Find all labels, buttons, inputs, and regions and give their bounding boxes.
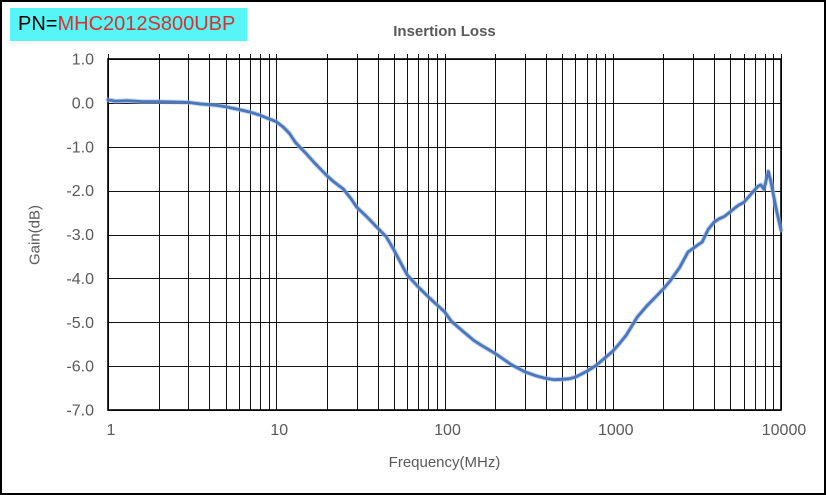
y-tick-label: -1.0 [66, 139, 94, 156]
x-tick-label: 10000 [762, 422, 807, 439]
x-tick-label: 1000 [598, 422, 634, 439]
x-tick-label: 10 [270, 422, 288, 439]
x-tick-label: 1 [107, 422, 116, 439]
pn-part-number: MHC2012S800UBP [57, 13, 236, 35]
y-tick-label: -4.0 [66, 271, 94, 288]
y-tick-label: -3.0 [66, 227, 94, 244]
x-tick-label: 100 [434, 422, 461, 439]
y-tick-label: -2.0 [66, 183, 94, 200]
chart-title: Insertion Loss [393, 23, 496, 40]
y-tick-label: 0.0 [72, 95, 94, 112]
pn-prefix: PN= [18, 13, 58, 35]
series-insertion-loss [106, 98, 783, 382]
y-axis-title: Gain(dB) [26, 204, 44, 266]
series-halo [105, 97, 784, 383]
y-tick-label: -7.0 [66, 403, 94, 420]
y-tick-label: -5.0 [66, 315, 94, 332]
y-tick-label: 1.0 [72, 52, 94, 69]
plot-border [107, 58, 782, 411]
y-tick-label: -6.0 [66, 359, 94, 376]
x-axis-title: Frequency(MHz) [388, 454, 501, 471]
pn-label: PN=MHC2012S800UBP [10, 8, 248, 41]
